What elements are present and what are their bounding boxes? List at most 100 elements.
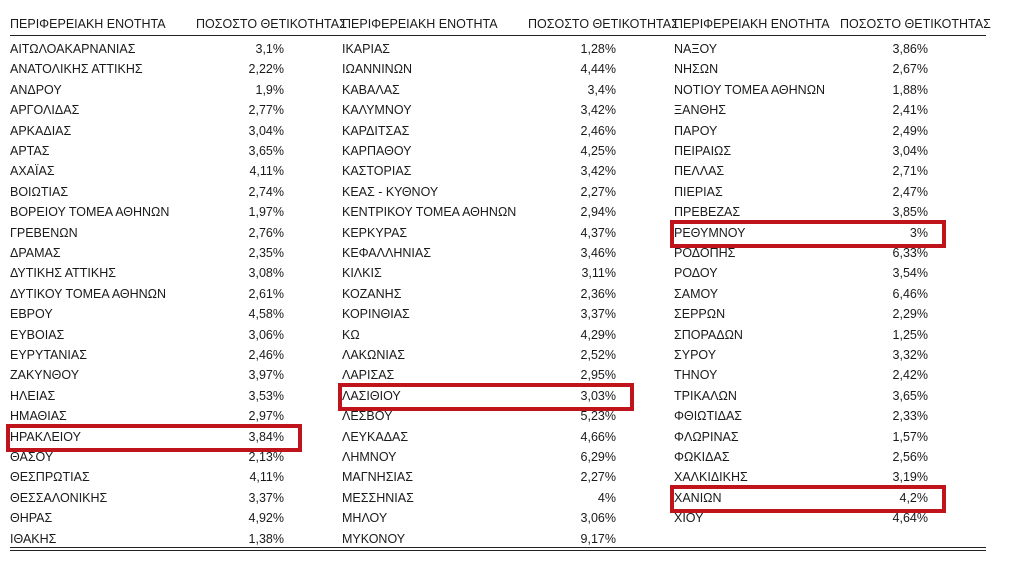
table-row: ΚΑΡΔΙΤΣΑΣ 2,46% [342, 121, 616, 141]
region-name: ΦΘΙΩΤΙΔΑΣ [674, 409, 743, 424]
header-rate-col2: ΠΟΣΟΣΤΟ ΘΕΤΙΚΟΤΗΤΑΣ [528, 17, 679, 31]
region-name: ΝΟΤΙΟΥ ΤΟΜΕΑ ΑΘΗΝΩΝ [674, 82, 826, 97]
positivity-rate: 2,35% [248, 246, 284, 260]
positivity-rate: 3,84% [248, 429, 284, 444]
region-name: ΛΗΜΝΟΥ [342, 450, 397, 464]
positivity-rate: 2,76% [248, 225, 284, 240]
table-row: ΗΜΑΘΙΑΣ 2,97% [10, 406, 284, 426]
positivity-rate: 2,71% [892, 164, 928, 179]
positivity-rate: 4,11% [249, 164, 284, 179]
region-name: ΙΩΑΝΝΙΝΩΝ [342, 62, 413, 77]
highlight-box [670, 484, 946, 514]
table-row: ΚΟΡΙΝΘΙΑΣ 3,37% [342, 304, 616, 324]
region-name: ΛΑΣΙΘΙΟΥ [342, 388, 401, 403]
region-name: ΚΕΝΤΡΙΚΟΥ ΤΟΜΕΑ ΑΘΗΝΩΝ [342, 205, 517, 220]
table-row: ΛΑΚΩΝΙΑΣ 2,52% [342, 345, 616, 365]
table-row: ΕΒΡΟΥ 4,58% [10, 304, 284, 324]
region-name: ΛΕΥΚΑΔΑΣ [342, 429, 409, 444]
positivity-rate: 2,56% [892, 450, 928, 464]
positivity-rate: 3,04% [892, 144, 928, 158]
positivity-rate: 2,27% [580, 470, 616, 485]
region-name: ΚΟΡΙΝΘΙΑΣ [342, 307, 410, 322]
positivity-rate: 3,42% [580, 103, 616, 118]
table-row: ΛΑΡΙΣΑΣ 2,95% [342, 365, 616, 385]
region-name: ΡΟΔΟΥ [674, 266, 718, 281]
region-name: ΦΛΩΡΙΝΑΣ [674, 429, 739, 444]
table-row: ΝΟΤΙΟΥ ΤΟΜΕΑ ΑΘΗΝΩΝ 1,88% [674, 80, 928, 100]
positivity-rate: 1,57% [892, 429, 928, 444]
table-row: ΑΡΚΑΔΙΑΣ 3,04% [10, 121, 284, 141]
positivity-rate: 2,74% [248, 184, 284, 199]
region-name: ΘΑΣΟΥ [10, 450, 54, 464]
header-region-col2: ΠΕΡΙΦΕΡΕΙΑΚΗ ΕΝΟΤΗΤΑ [342, 17, 498, 31]
region-name: ΠΕΙΡΑΙΩΣ [674, 144, 732, 158]
table-row: ΗΛΕΙΑΣ 3,53% [10, 386, 284, 406]
region-name: ΡΟΔΟΠΗΣ [674, 246, 736, 260]
positivity-rate: 3,1% [255, 42, 285, 56]
table-row: ΑΝΑΤΟΛΙΚΗΣ ΑΤΤΙΚΗΣ 2,22% [10, 59, 284, 79]
positivity-rate: 4% [597, 490, 616, 505]
table-row: ΘΗΡΑΣ 4,92% [10, 508, 284, 528]
positivity-rate: 1,97% [248, 205, 284, 220]
table-row: ΚΑΒΑΛΑΣ 3,4% [342, 80, 616, 100]
positivity-rate: 2,77% [248, 103, 284, 118]
region-name: ΤΡΙΚΑΛΩΝ [674, 388, 737, 403]
region-name: ΔΡΑΜΑΣ [10, 246, 61, 260]
table-row: ΠΕΛΛΑΣ 2,71% [674, 161, 928, 181]
positivity-rate: 3,65% [892, 388, 928, 403]
positivity-rate: 3,65% [248, 144, 284, 158]
region-name: ΠΑΡΟΥ [674, 123, 718, 138]
region-name: ΛΕΣΒΟΥ [342, 409, 393, 424]
positivity-rate: 2,49% [892, 123, 928, 138]
region-name: ΑΡΤΑΣ [10, 144, 50, 158]
region-name: ΚΑΒΑΛΑΣ [342, 82, 400, 97]
region-name: ΚΑΡΔΙΤΣΑΣ [342, 123, 410, 138]
table-row: ΜΑΓΝΗΣΙΑΣ 2,27% [342, 467, 616, 487]
table-row: ΘΕΣΠΡΩΤΙΑΣ 4,11% [10, 467, 284, 487]
table-row: ΚΩ 4,29% [342, 325, 616, 345]
region-name: ΚΕΡΚΥΡΑΣ [342, 225, 408, 240]
positivity-rate: 3,54% [892, 266, 928, 281]
region-name: ΚΑΡΠΑΘΟΥ [342, 144, 412, 158]
table-row: ΧΑΛΚΙΔΙΚΗΣ 3,19% [674, 467, 928, 487]
positivity-rate: 2,29% [892, 307, 928, 322]
region-name: ΑΝΔΡΟΥ [10, 82, 62, 97]
positivity-rate: 3,37% [248, 490, 284, 505]
positivity-rate: 3,04% [248, 123, 284, 138]
region-name: ΠΕΛΛΑΣ [674, 164, 725, 179]
table-row: ΘΕΣΣΑΛΟΝΙΚΗΣ 3,37% [10, 488, 284, 508]
table-row: ΠΕΙΡΑΙΩΣ 3,04% [674, 141, 928, 161]
table-row: ΧΙΟΥ 4,64% [674, 508, 928, 528]
positivity-rate: 3,97% [248, 368, 284, 383]
table-row: ΚΟΖΑΝΗΣ 2,36% [342, 284, 616, 304]
region-name: ΣΥΡΟΥ [674, 348, 717, 362]
region-name: ΜΗΛΟΥ [342, 511, 388, 526]
region-name: ΧΑΝΙΩΝ [674, 490, 722, 505]
region-name: ΠΡΕΒΕΖΑΣ [674, 205, 741, 220]
table-row: ΓΡΕΒΕΝΩΝ 2,76% [10, 223, 284, 243]
region-name: ΡΕΘΥΜΝΟΥ [674, 225, 746, 240]
positivity-rate: 2,67% [892, 62, 928, 77]
table-row: ΡΟΔΟΠΗΣ 6,33% [674, 243, 928, 263]
region-name: ΙΚΑΡΙΑΣ [342, 42, 391, 56]
region-name: ΒΟΙΩΤΙΑΣ [10, 184, 69, 199]
table-row: ΛΕΣΒΟΥ 5,23% [342, 406, 616, 426]
positivity-rate: 3,85% [892, 205, 928, 220]
table-row: ΦΩΚΙΔΑΣ 2,56% [674, 447, 928, 467]
positivity-rate: 3% [909, 225, 928, 240]
table-row: ΘΑΣΟΥ 2,13% [10, 447, 284, 467]
region-name: ΚΕΦΑΛΛΗΝΙΑΣ [342, 246, 431, 260]
table-row: ΤΡΙΚΑΛΩΝ 3,65% [674, 386, 928, 406]
region-name: ΕΥΡΥΤΑΝΙΑΣ [10, 348, 87, 362]
region-name: ΚΑΣΤΟΡΙΑΣ [342, 164, 412, 179]
positivity-rate: 4,58% [248, 307, 284, 322]
table-row: ΑΧΑΪΑΣ 4,11% [10, 161, 284, 181]
table-row: ΦΛΩΡΙΝΑΣ 1,57% [674, 427, 928, 447]
positivity-rate: 6,29% [580, 450, 616, 464]
table-row: ΛΕΥΚΑΔΑΣ 4,66% [342, 427, 616, 447]
region-name: ΖΑΚΥΝΘΟΥ [10, 368, 80, 383]
highlight-box [6, 423, 302, 452]
table-row: ΚΑΡΠΑΘΟΥ 4,25% [342, 141, 616, 161]
header-region-col3: ΠΕΡΙΦΕΡΕΙΑΚΗ ΕΝΟΤΗΤΑ [674, 17, 830, 31]
table-row: ΙΚΑΡΙΑΣ 1,28% [342, 39, 616, 59]
